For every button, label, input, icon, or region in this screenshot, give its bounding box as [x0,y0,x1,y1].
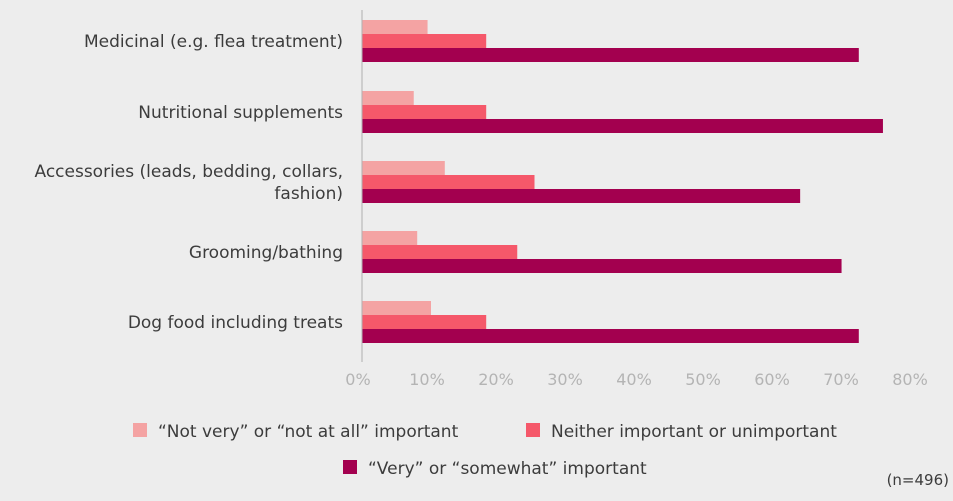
bar [362,231,418,245]
category-label: fashion) [274,184,343,204]
bar [362,48,859,62]
category-label: Grooming/bathing [189,243,343,263]
bar [362,315,487,329]
bar [362,105,487,119]
bar [362,91,414,105]
x-tick-label: 50% [685,370,721,389]
bar [362,245,518,259]
legend-swatch [133,423,147,437]
category-label: Dog food including treats [128,313,343,333]
bar [362,301,431,315]
x-tick-label: 30% [547,370,583,389]
bar [362,259,842,273]
legend-label: “Very” or “somewhat” important [368,459,647,479]
bar [362,175,535,189]
legend-swatch [343,460,357,474]
x-tick-label: 40% [616,370,652,389]
x-tick-label: 0% [345,370,370,389]
bar [362,119,883,133]
x-tick-label: 70% [823,370,859,389]
x-tick-label: 20% [478,370,514,389]
sample-size-note: (n=496) [886,471,949,489]
bar [362,161,445,175]
category-label: Accessories (leads, bedding, collars, [34,162,343,182]
bar [362,329,859,343]
legend-label: “Not very” or “not at all” important [158,422,459,442]
category-label: Medicinal (e.g. flea treatment) [84,32,343,52]
x-tick-label: 80% [892,370,928,389]
bar [362,34,487,48]
legend-label: Neither important or unimportant [551,422,837,442]
x-tick-label: 10% [409,370,445,389]
legend-swatch [526,423,540,437]
category-label: Nutritional supplements [138,103,343,123]
bar [362,189,801,203]
bar [362,20,428,34]
x-tick-label: 60% [754,370,790,389]
